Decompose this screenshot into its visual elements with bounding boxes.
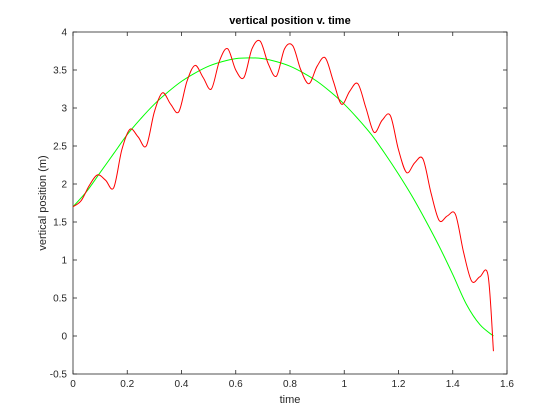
y-tick-label: 3.5 [53,66,67,77]
x-tick-label: 1.4 [446,379,460,390]
series-layer [72,39,494,352]
x-tick-label: 0.8 [283,379,297,390]
x-tick-label: 1.6 [500,379,514,390]
y-tick-label: -0.5 [50,370,68,381]
y-tick-label: 2 [61,180,67,191]
plot-area [72,31,508,375]
x-tick-label: 1.2 [392,379,406,390]
y-tick-label: 2.5 [53,142,67,153]
x-tick-label: 0 [70,379,76,390]
y-tick-label: 0 [61,332,67,343]
x-tick-label: 1 [341,379,347,390]
y-tick-label: 3 [61,104,67,115]
y-tick-label: 1 [61,256,67,267]
axis-ticks: 0 0.2 0.4 0.6 0.8 1 1.2 1.4 1.6-0.500.511.522.53… [50,28,515,391]
x-tick-label: 0.2 [120,379,134,390]
x-axis-label: time [280,394,301,406]
x-tick-label: 0.6 [229,379,243,390]
y-axis-label: vertical position (m) [37,155,49,250]
chart-title: vertical position v. time [229,15,350,27]
y-tick-label: 1.5 [53,218,67,229]
y-tick-label: 0.5 [53,294,67,305]
red-series-line [72,39,494,352]
x-tick-label: 0.4 [175,379,189,390]
y-tick-label: 4 [61,28,67,39]
green-series-line [72,57,494,337]
